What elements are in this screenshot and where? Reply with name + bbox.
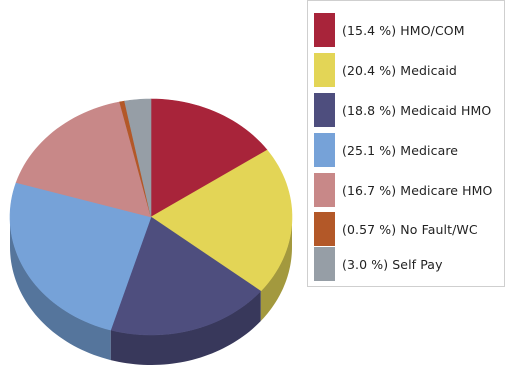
legend-item-medicaid: (20.4 %) Medicaid: [314, 53, 457, 87]
legend-label-no-fault-wc: (0.57 %) No Fault/WC: [342, 221, 478, 237]
legend-swatch-medicaid-hmo: [314, 93, 335, 127]
legend-swatch-self-pay: [314, 247, 335, 281]
legend-label-medicare: (25.1 %) Medicare: [342, 142, 459, 158]
pie-slice-hmo-com: [150, 98, 268, 218]
legend-swatch-medicare: [314, 133, 335, 167]
legend-item-hmo-com: (15.4 %) HMO/COM: [314, 13, 465, 47]
pie-side-medicare: [10, 217, 111, 361]
legend-swatch-medicare-hmo: [314, 173, 335, 207]
legend-swatch-hmo-com: [314, 13, 335, 47]
legend-label-medicaid-hmo: (18.8 %) Medicaid HMO: [342, 102, 492, 118]
chart-legend: (15.4 %) HMO/COM (20.4 %) Medicaid (18.8…: [307, 0, 505, 287]
pie-slices: [9, 98, 293, 336]
pie-side-walls: [10, 217, 292, 365]
legend-item-self-pay: (3.0 %) Self Pay: [314, 247, 443, 281]
legend-label-medicaid: (20.4 %) Medicaid: [342, 62, 457, 78]
legend-label-medicare-hmo: (16.7 %) Medicare HMO: [342, 182, 493, 198]
pie-side-medicaid-hmo: [110, 291, 261, 365]
legend-label-self-pay: (3.0 %) Self Pay: [342, 256, 443, 272]
pie-slice-medicare: [9, 182, 152, 331]
pie-slice-medicaid: [150, 149, 293, 292]
legend-swatch-medicaid: [314, 53, 335, 87]
legend-swatch-no-fault-wc: [314, 212, 335, 246]
pie-chart: [0, 80, 305, 374]
pie-side-medicaid: [260, 217, 292, 322]
pie-slice-medicare-hmo: [15, 101, 152, 218]
pie-slice-medicaid-hmo: [110, 216, 262, 336]
legend-item-no-fault-wc: (0.57 %) No Fault/WC: [314, 212, 478, 246]
legend-item-medicare: (25.1 %) Medicare: [314, 133, 458, 167]
legend-item-medicare-hmo: (16.7 %) Medicare HMO: [314, 173, 492, 207]
legend-item-medicaid-hmo: (18.8 %) Medicaid HMO: [314, 93, 491, 127]
pie-chart-svg: [9, 98, 293, 365]
legend-label-hmo-com: (15.4 %) HMO/COM: [342, 22, 465, 38]
pie-slice-self-pay: [124, 98, 152, 218]
